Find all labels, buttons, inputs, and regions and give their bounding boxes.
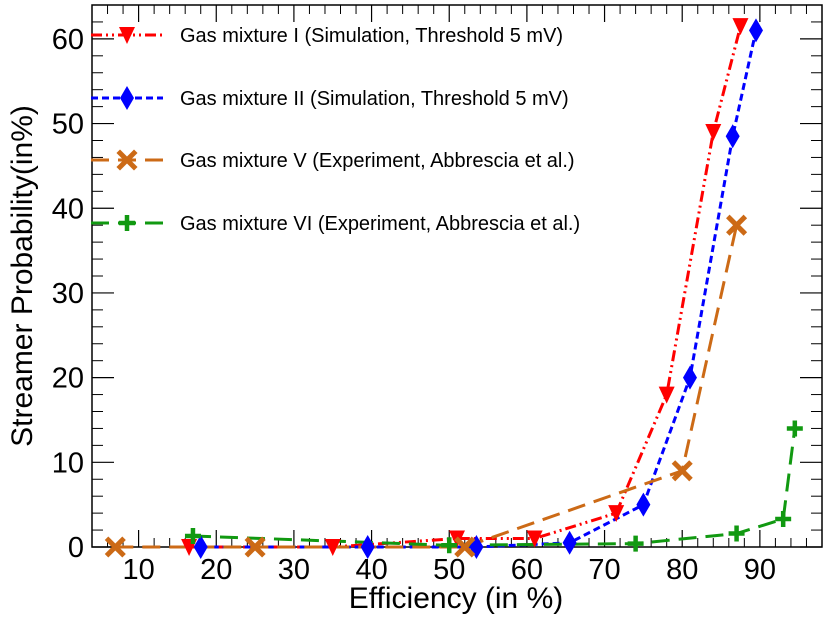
data-point-series-2 xyxy=(682,365,697,390)
y-axis-title: Streamer Probability(in%) xyxy=(6,105,39,447)
legend: Gas mixture I (Simulation, Threshold 5 m… xyxy=(91,25,580,235)
legend-marker-4 xyxy=(119,215,135,231)
data-point-series-4 xyxy=(627,535,644,552)
y-tick-label: 40 xyxy=(52,193,84,225)
x-tick-label: 70 xyxy=(588,554,620,586)
legend-label-3: Gas mixture V (Experiment, Abbrescia et … xyxy=(180,150,575,172)
x-tick-label: 40 xyxy=(355,554,387,586)
legend-marker-3 xyxy=(116,149,138,171)
data-point-series-1 xyxy=(526,530,543,548)
y-tick-label: 20 xyxy=(52,363,84,395)
data-point-series-2 xyxy=(360,535,375,559)
y-tick-label: 60 xyxy=(52,24,84,56)
x-tick-label: 90 xyxy=(744,554,776,586)
x-tick-label: 80 xyxy=(666,554,698,586)
axis-ticks: 10 20 30 40 50 60 70 80 90 0 10 20 30 40 50 60 xyxy=(52,4,823,586)
data-point-series-3 xyxy=(104,536,126,558)
x-tick-label: 50 xyxy=(433,554,465,586)
x-axis-title: Efficiency (in %) xyxy=(349,582,564,615)
x-tick-label: 30 xyxy=(278,554,310,586)
x-tick-label: 20 xyxy=(200,554,232,586)
data-point-series-3 xyxy=(244,536,266,558)
legend-label-2: Gas mixture II (Simulation, Threshold 5 … xyxy=(180,88,569,110)
x-tick-label: 60 xyxy=(511,554,543,586)
y-tick-label: 30 xyxy=(52,278,84,310)
plot-frame xyxy=(91,4,823,548)
data-point-series-3 xyxy=(726,214,748,236)
data-point-series-2 xyxy=(193,535,208,559)
data-point-series-4 xyxy=(775,511,792,528)
legend-marker-2 xyxy=(120,86,134,110)
y-tick-label: 50 xyxy=(52,109,84,141)
data-point-series-2 xyxy=(748,18,763,43)
data-point-series-1 xyxy=(705,124,722,142)
series-line-1 xyxy=(189,25,742,549)
series-line-3 xyxy=(115,224,739,549)
series-line-4 xyxy=(192,428,797,547)
data-point-series-4 xyxy=(786,420,803,437)
data-point-series-1 xyxy=(658,386,675,404)
data-point-series-4 xyxy=(184,527,201,544)
legend-label-1: Gas mixture I (Simulation, Threshold 5 m… xyxy=(180,25,563,47)
data-point-series-4 xyxy=(441,537,458,554)
data-point-series-2 xyxy=(725,124,740,149)
data-point-series-2 xyxy=(636,492,651,517)
data-point-series-2 xyxy=(562,530,577,555)
data-point-series-1 xyxy=(732,18,749,36)
data-point-series-1 xyxy=(324,539,341,556)
data-point-series-3 xyxy=(671,460,693,482)
series-markers xyxy=(104,18,803,559)
y-tick-label: 10 xyxy=(52,447,84,479)
data-point-series-4 xyxy=(728,525,745,542)
series-line-2 xyxy=(200,30,758,549)
legend-label-4: Gas mixture VI (Experiment, Abbrescia et… xyxy=(180,213,580,235)
data-point-series-3 xyxy=(454,536,476,558)
data-point-series-1 xyxy=(608,505,625,523)
legend-marker-1 xyxy=(119,27,135,44)
x-tick-label: 10 xyxy=(122,554,154,586)
y-tick-label: 0 xyxy=(68,532,84,564)
series-lines xyxy=(115,25,797,549)
